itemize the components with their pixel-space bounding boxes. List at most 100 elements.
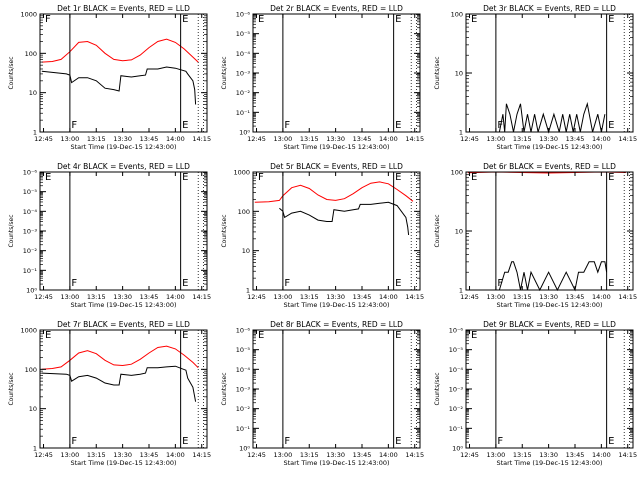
y-tick-label: 100: [238, 208, 250, 216]
x-tick-label: 13:15: [513, 451, 532, 459]
marker-label: E: [45, 172, 51, 183]
y-tick-label: 10⁻⁵: [23, 188, 38, 196]
marker-label: E: [182, 120, 188, 131]
events-series-line: [498, 101, 606, 134]
y-tick-label: 10: [242, 247, 250, 255]
x-tick-label: 14:00: [166, 293, 185, 301]
x-tick-label: 12:45: [460, 135, 479, 143]
x-tick-label: 13:45: [566, 451, 585, 459]
x-tick-label: 13:45: [566, 135, 585, 143]
x-tick-label: 13:30: [539, 135, 558, 143]
y-tick-label: 10⁻⁵: [449, 346, 464, 354]
x-axis-label: Start Time (19-Dec-15 12:43:00): [496, 301, 602, 309]
events-series-line: [279, 201, 410, 236]
marker-label: E: [608, 14, 614, 25]
y-tick-label: 10⁻¹: [23, 267, 38, 275]
marker-label: F: [71, 120, 77, 131]
events-series-line: [41, 66, 197, 105]
events-series-line: [41, 365, 197, 402]
x-tick-label: 13:15: [87, 451, 106, 459]
marker-label: E: [471, 172, 477, 183]
x-tick-label: 13:30: [539, 451, 558, 459]
x-tick-label: 12:45: [460, 451, 479, 459]
x-tick-label: 12:45: [34, 451, 53, 459]
y-tick-label: 10⁻³: [23, 228, 38, 236]
chart-panel: Det 1r BLACK = Events, RED = LLD Counts/s…: [8, 4, 211, 151]
x-axis-label: Start Time (19-Dec-15 12:43:00): [70, 459, 176, 467]
marker-label: E: [182, 14, 188, 25]
marker-label: E: [608, 278, 614, 289]
x-tick-label: 13:30: [113, 135, 132, 143]
y-tick-label: 100: [25, 366, 37, 374]
y-axis-label: Counts/sec: [221, 372, 228, 405]
x-tick-label: 14:00: [166, 135, 185, 143]
chart-title: Det 8r BLACK = Events, RED = LLD: [270, 320, 403, 329]
chart-title: Det 3r BLACK = Events, RED = LLD: [483, 4, 616, 13]
chart-panel: Det 7r BLACK = Events, RED = LLD Counts/s…: [8, 320, 211, 467]
x-tick-label: 13:00: [274, 135, 293, 143]
plot-frame: [252, 171, 421, 291]
y-axis-label: Counts/sec: [434, 214, 441, 247]
y-axis-label: Counts/sec: [221, 214, 228, 247]
chart-title: Det 9r BLACK = Events, RED = LLD: [483, 320, 616, 329]
x-tick-label: 14:15: [405, 135, 424, 143]
y-tick-label: 10⁻⁴: [449, 366, 464, 374]
chart-panel: Det 3r BLACK = Events, RED = LLD Counts/s…: [434, 4, 637, 151]
x-tick-label: 14:15: [405, 451, 424, 459]
x-tick-label: 13:45: [353, 135, 372, 143]
x-tick-label: 14:00: [379, 135, 398, 143]
plot-frame: [39, 13, 208, 133]
marker-label: F: [497, 278, 503, 289]
x-tick-label: 13:15: [300, 293, 319, 301]
marker-label: F: [284, 120, 290, 131]
y-tick-label: 10⁰: [239, 445, 250, 453]
y-tick-label: 10⁻³: [236, 386, 251, 394]
lld-series-line: [254, 181, 414, 203]
events-series-line: [498, 261, 608, 292]
x-tick-label: 13:30: [326, 293, 345, 301]
y-tick-label: 10⁻²: [23, 247, 38, 255]
x-tick-label: 13:15: [513, 293, 532, 301]
x-tick-label: 14:00: [592, 451, 611, 459]
x-axis-label: Start Time (19-Dec-15 12:43:00): [283, 301, 389, 309]
chart-title: Det 7r BLACK = Events, RED = LLD: [57, 320, 190, 329]
marker-label: F: [497, 436, 503, 447]
y-tick-label: 10: [455, 70, 463, 78]
x-tick-label: 13:00: [487, 451, 506, 459]
x-tick-label: 12:45: [247, 451, 266, 459]
x-tick-label: 14:15: [618, 293, 637, 301]
y-tick-label: 10⁰: [26, 287, 37, 295]
x-tick-label: 12:45: [34, 293, 53, 301]
x-tick-label: 13:00: [487, 135, 506, 143]
marker-label: E: [395, 330, 401, 341]
marker-label: F: [284, 278, 290, 289]
x-tick-label: 12:45: [247, 293, 266, 301]
marker-label: E: [608, 172, 614, 183]
x-tick-label: 13:15: [87, 135, 106, 143]
y-tick-label: 10⁻⁴: [23, 208, 38, 216]
plot-frame: [465, 171, 634, 291]
marker-label: F: [497, 120, 503, 131]
lld-series-line: [41, 38, 199, 63]
x-tick-label: 14:00: [166, 451, 185, 459]
x-tick-label: 13:00: [61, 135, 80, 143]
marker-label: E: [182, 172, 188, 183]
x-tick-label: 12:45: [34, 135, 53, 143]
y-tick-label: 10: [455, 228, 463, 236]
marker-label: E: [471, 14, 477, 25]
y-tick-label: 10⁻⁶: [23, 169, 38, 177]
y-tick-label: 1000: [20, 11, 37, 19]
x-axis-label: Start Time (19-Dec-15 12:43:00): [70, 143, 176, 151]
y-tick-label: 10⁻⁴: [236, 50, 251, 58]
chart-panel: Det 2r BLACK = Events, RED = LLD Counts/s…: [221, 4, 424, 151]
x-tick-label: 13:45: [566, 293, 585, 301]
plot-frame: [252, 329, 421, 449]
chart-panel: Det 6r BLACK = Events, RED = LLD Counts/s…: [434, 162, 637, 309]
chart-title: Det 4r BLACK = Events, RED = LLD: [57, 162, 190, 171]
x-tick-label: 14:15: [618, 135, 637, 143]
x-tick-label: 14:15: [192, 135, 211, 143]
y-tick-label: 1: [33, 129, 37, 137]
x-tick-label: 13:00: [274, 451, 293, 459]
y-axis-label: Counts/sec: [221, 56, 228, 89]
y-tick-label: 1000: [20, 327, 37, 335]
